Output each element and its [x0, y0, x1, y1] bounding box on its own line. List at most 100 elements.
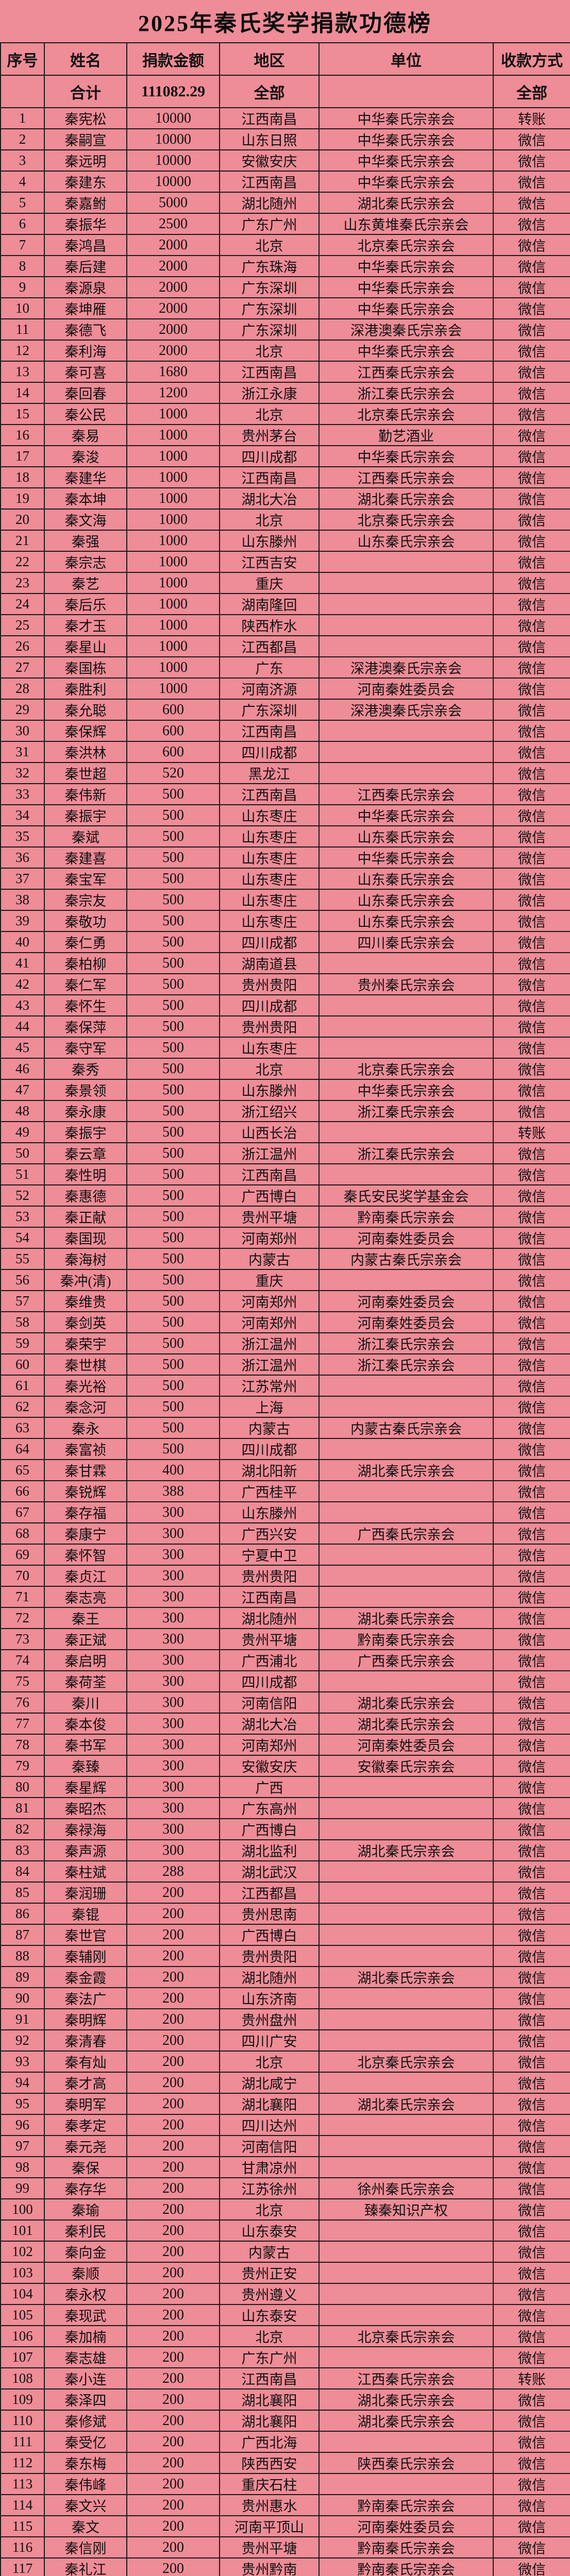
row-name: 秦怀生 — [44, 994, 127, 1016]
row-index: 76 — [0, 1691, 45, 1714]
row-region: 浙江温州 — [219, 1332, 320, 1354]
row-name: 秦修斌 — [44, 2410, 127, 2432]
row-name: 秦存福 — [44, 1501, 127, 1523]
row-method: 微信 — [493, 846, 570, 869]
table-row: 20 秦文海 1000 北京 北京秦氏宗亲会 微信 — [0, 509, 570, 531]
row-method: 微信 — [493, 1586, 570, 1608]
table-row: 71 秦志亮 300 江西南昌 微信 — [0, 1586, 570, 1608]
row-index: 101 — [0, 2219, 45, 2242]
row-name: 秦保 — [44, 2156, 127, 2178]
row-index: 20 — [0, 509, 45, 531]
row-index: 63 — [0, 1417, 45, 1439]
row-method: 微信 — [493, 656, 570, 679]
row-unit: 河南秦姓委员会 — [318, 677, 494, 700]
table-row: 50 秦云章 500 浙江温州 浙江秦氏宗亲会 微信 — [0, 1142, 570, 1164]
row-unit: 中华秦氏宗亲会 — [318, 297, 494, 319]
row-unit: 深港澳秦氏宗亲会 — [318, 318, 494, 341]
row-unit: 勤艺酒业 — [318, 424, 494, 446]
row-amount: 1000 — [126, 656, 220, 679]
row-unit: 中华秦氏宗亲会 — [318, 804, 494, 826]
row-name: 秦嘉鲋 — [44, 192, 127, 214]
row-amount: 200 — [126, 2304, 220, 2326]
row-method: 微信 — [493, 382, 570, 404]
row-amount: 200 — [126, 2388, 220, 2411]
row-unit — [318, 720, 494, 742]
row-region: 河南郑州 — [219, 1734, 320, 1756]
row-method: 微信 — [493, 2262, 570, 2284]
row-index: 75 — [0, 1670, 45, 1692]
row-amount: 200 — [126, 2367, 220, 2389]
table-row: 35 秦斌 500 山东枣庄 山东秦氏宗亲会 微信 — [0, 825, 570, 848]
row-unit — [318, 1015, 494, 1038]
row-name: 秦国栋 — [44, 656, 127, 679]
row-name: 秦秀 — [44, 1058, 127, 1080]
row-index: 31 — [0, 741, 45, 763]
row-method: 微信 — [493, 2241, 570, 2263]
row-method: 微信 — [493, 762, 570, 784]
row-name: 秦顺 — [44, 2262, 127, 2284]
row-name: 秦伟新 — [44, 783, 127, 805]
table-row: 77 秦本俊 300 湖北大冶 湖北秦氏宗亲会 微信 — [0, 1713, 570, 1735]
summary-index — [0, 75, 45, 108]
row-region: 贵州平塘 — [219, 2536, 320, 2558]
row-region: 湖南隆回 — [219, 593, 320, 615]
row-name: 秦伟峰 — [44, 2473, 127, 2495]
row-index: 26 — [0, 635, 45, 657]
row-amount: 1000 — [126, 593, 220, 615]
row-amount: 200 — [126, 2346, 220, 2368]
row-region: 湖北大冶 — [219, 487, 320, 510]
row-amount: 500 — [126, 1058, 220, 1080]
row-index: 62 — [0, 1396, 45, 1418]
row-index: 22 — [0, 551, 45, 573]
row-unit — [318, 1375, 494, 1397]
row-name: 秦志亮 — [44, 1586, 127, 1608]
row-amount: 200 — [126, 2008, 220, 2030]
row-region: 山东枣庄 — [219, 825, 320, 848]
table-row: 63 秦永 500 内蒙古 内蒙古秦氏宗亲会 微信 — [0, 1417, 570, 1439]
row-name: 秦本坤 — [44, 487, 127, 510]
row-name: 秦礼江 — [44, 2557, 127, 2576]
table-row: 21 秦强 1000 山东滕州 山东秦氏宗亲会 微信 — [0, 530, 570, 552]
row-region: 山东泰安 — [219, 2304, 320, 2326]
row-amount: 200 — [126, 2241, 220, 2263]
row-region: 广东高州 — [219, 1797, 320, 1819]
row-index: 95 — [0, 2093, 45, 2115]
row-method: 微信 — [493, 1438, 570, 1460]
row-method: 微信 — [493, 2029, 570, 2052]
row-unit — [318, 593, 494, 615]
row-index: 102 — [0, 2241, 45, 2263]
table-row: 104 秦永权 200 贵州遵义 微信 — [0, 2283, 570, 2305]
row-name: 秦世官 — [44, 1924, 127, 1946]
table-row: 70 秦贞江 300 贵州贵阳 微信 — [0, 1565, 570, 1587]
row-region: 湖南道县 — [219, 952, 320, 974]
row-unit — [318, 1586, 494, 1608]
row-index: 85 — [0, 1882, 45, 1904]
row-name: 秦惠德 — [44, 1184, 127, 1207]
row-amount: 1000 — [126, 466, 220, 488]
row-index: 59 — [0, 1332, 45, 1354]
row-amount: 500 — [126, 1227, 220, 1249]
row-method: 微信 — [493, 1142, 570, 1164]
row-name: 秦建东 — [44, 171, 127, 193]
row-method: 微信 — [493, 1332, 570, 1354]
row-region: 内蒙古 — [219, 1417, 320, 1439]
row-region: 江西南昌 — [219, 2367, 320, 2389]
row-unit: 中华秦氏宗亲会 — [318, 276, 494, 298]
row-method: 微信 — [493, 1839, 570, 1861]
row-name: 秦明军 — [44, 2093, 127, 2115]
row-name: 秦回春 — [44, 382, 127, 404]
table-row: 3 秦远明 10000 安徽安庆 中华秦氏宗亲会 微信 — [0, 149, 570, 172]
row-unit: 山东秦氏宗亲会 — [318, 889, 494, 911]
row-index: 64 — [0, 1438, 45, 1460]
row-unit — [318, 741, 494, 763]
row-unit: 黔南秦氏宗亲会 — [318, 2536, 494, 2558]
row-name: 秦书军 — [44, 1734, 127, 1756]
row-index: 37 — [0, 868, 45, 890]
row-name: 秦利海 — [44, 340, 127, 362]
row-method: 微信 — [493, 530, 570, 552]
row-amount: 388 — [126, 1480, 220, 1502]
row-index: 3 — [0, 149, 45, 172]
row-unit — [318, 1860, 494, 1883]
row-amount: 500 — [126, 868, 220, 890]
row-index: 16 — [0, 424, 45, 446]
